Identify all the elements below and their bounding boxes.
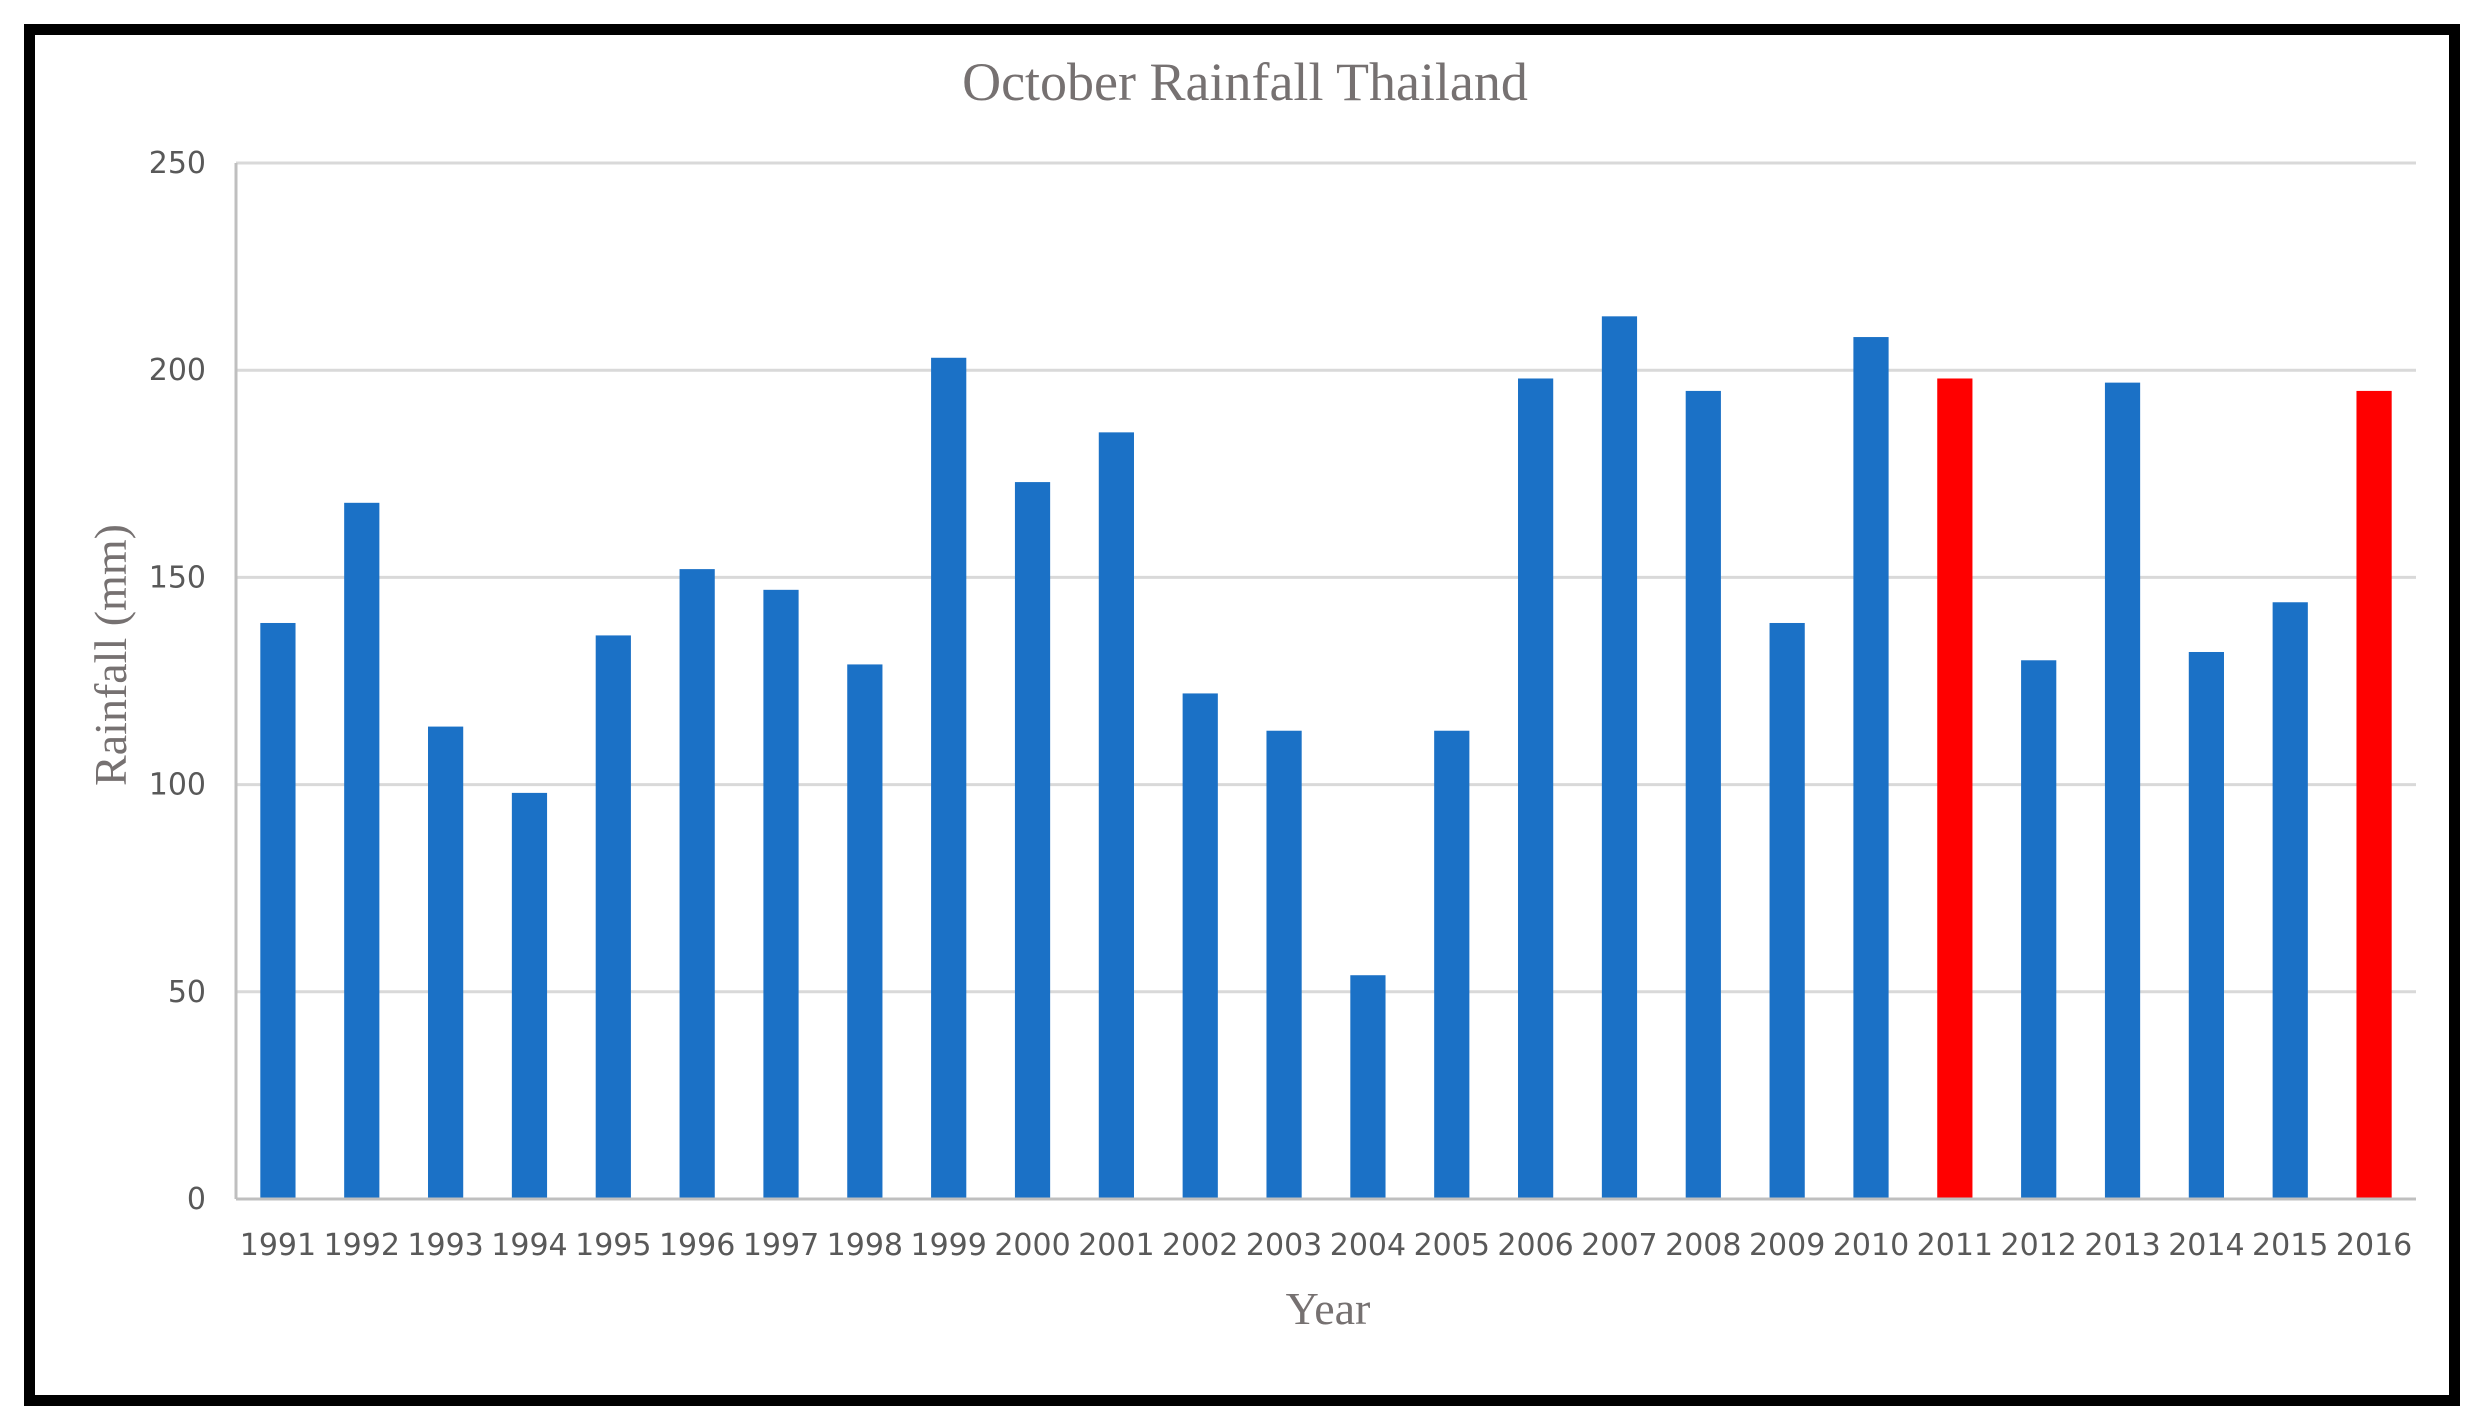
x-tick-label: 2001 (1078, 1228, 1154, 1263)
x-tick-label: 2008 (1665, 1228, 1741, 1263)
y-axis-title: Rainfall (mm) (85, 524, 136, 786)
bar-2001 (1098, 432, 1134, 1199)
y-tick-label: 0 (187, 1182, 206, 1217)
x-tick-label: 1991 (240, 1228, 316, 1263)
bar-2006 (1518, 378, 1554, 1199)
bar-1998 (847, 664, 883, 1199)
chart-title: October Rainfall Thailand (962, 52, 1528, 112)
x-tick-label: 1997 (743, 1228, 819, 1263)
bar-1997 (763, 589, 799, 1199)
x-tick-label: 2012 (2001, 1228, 2077, 1263)
x-tick-label: 1995 (575, 1228, 651, 1263)
x-tick-label: 2016 (2336, 1228, 2412, 1263)
bar-2002 (1182, 693, 1218, 1199)
bar-2000 (1014, 482, 1051, 1199)
y-tick-label: 200 (149, 353, 206, 388)
x-tick-label: 2005 (1414, 1228, 1490, 1263)
y-tick-labels: 0 50 100 150 200 250 (149, 146, 206, 1217)
x-tick-label: 2007 (1581, 1228, 1657, 1263)
y-tick-label: 150 (149, 560, 206, 595)
bar-2015 (2272, 602, 2308, 1199)
gridlines (236, 161, 2416, 994)
x-tick-labels: 1991 1992 1993 1994 1995 1996 1997 1998 1999 2000… (240, 1228, 2413, 1263)
x-tick-label: 2004 (1330, 1228, 1406, 1263)
bar-2007 (1601, 316, 1638, 1199)
bar-2010 (1853, 337, 1889, 1200)
bar-2011 (1937, 378, 1973, 1199)
bar-2008 (1685, 390, 1721, 1199)
x-tick-label: 2014 (2168, 1228, 2244, 1263)
y-tick-label: 50 (168, 975, 206, 1010)
bar-2003 (1266, 730, 1302, 1199)
bar-2012 (2021, 660, 2057, 1199)
bar-1996 (679, 569, 715, 1199)
x-tick-label: 1994 (491, 1228, 567, 1263)
bar-2014 (2188, 651, 2224, 1199)
x-tick-label: 1992 (324, 1228, 400, 1263)
bar-1991 (260, 622, 296, 1199)
x-tick-label: 1996 (659, 1228, 735, 1263)
axes (234, 163, 2416, 1201)
bar-1994 (511, 792, 548, 1199)
x-tick-label: 1998 (827, 1228, 903, 1263)
x-tick-label: 2011 (1917, 1228, 1993, 1263)
bar-2005 (1434, 730, 1470, 1199)
x-tick-label: 2003 (1246, 1228, 1322, 1263)
x-tick-label: 1999 (911, 1228, 987, 1263)
y-tick-label: 100 (149, 768, 206, 803)
bar-2013 (2104, 382, 2141, 1200)
x-tick-label: 2010 (1833, 1228, 1909, 1263)
bar-1995 (595, 635, 631, 1199)
x-tick-label: 2006 (1497, 1228, 1573, 1263)
x-tick-label: 2009 (1749, 1228, 1825, 1263)
x-tick-label: 2000 (994, 1228, 1070, 1263)
bar-1992 (344, 502, 380, 1200)
x-tick-label: 2002 (1162, 1228, 1238, 1263)
bar-2004 (1350, 975, 1386, 1199)
bar-2009 (1769, 622, 1805, 1199)
x-axis-title: Year (1286, 1283, 1371, 1334)
bar-1993 (428, 726, 464, 1199)
bar-1999 (931, 357, 967, 1199)
x-tick-label: 2013 (2084, 1228, 2160, 1263)
bar-2016 (2356, 390, 2392, 1199)
bars (260, 316, 2392, 1200)
x-tick-label: 2015 (2252, 1228, 2328, 1263)
y-tick-label: 250 (149, 146, 206, 181)
x-tick-label: 1993 (407, 1228, 483, 1263)
